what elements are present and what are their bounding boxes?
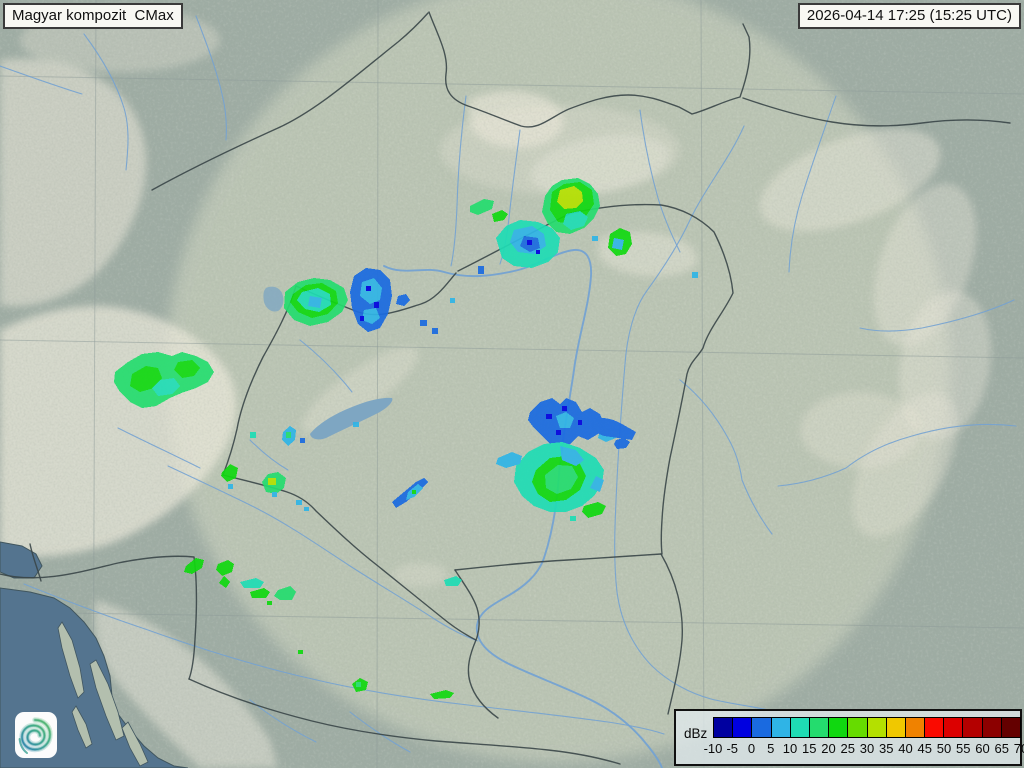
legend-cell xyxy=(770,717,791,738)
legend-cell xyxy=(1000,717,1021,738)
legend-tick: 15 xyxy=(802,741,817,756)
legend-cell xyxy=(885,717,906,738)
river-drava xyxy=(167,465,479,642)
legend-tick: 60 xyxy=(975,741,990,756)
timestamp-label: 2026-04-14 17:25 (15:25 UTC) xyxy=(797,3,1021,29)
legend-tick: -5 xyxy=(726,741,739,756)
legend-cell xyxy=(866,717,887,738)
river-tisza xyxy=(614,125,769,711)
legend-tick: 55 xyxy=(956,741,971,756)
legend-cell xyxy=(981,717,1002,738)
legend-tick: 0 xyxy=(747,741,756,756)
legend-cell xyxy=(789,717,810,738)
legend-tick: -10 xyxy=(703,741,723,756)
legend-cell xyxy=(847,717,868,738)
spiral-icon xyxy=(18,717,53,754)
legend-cell xyxy=(751,717,772,738)
legend-cell xyxy=(943,717,964,738)
legend-cell xyxy=(828,717,849,738)
legend-unit-label: dBz xyxy=(684,726,708,741)
hungaromet-logo xyxy=(15,712,57,758)
lakes xyxy=(263,286,393,440)
legend-color-cells xyxy=(713,717,1021,738)
legend-tick: 50 xyxy=(936,741,952,756)
legend-cell xyxy=(808,717,830,738)
legend-tick: 20 xyxy=(821,741,836,756)
legend-tick: 5 xyxy=(767,741,775,756)
legend-tick: 35 xyxy=(879,741,894,756)
legend-tick: 25 xyxy=(840,741,855,756)
legend-tick: 70 xyxy=(1013,741,1024,756)
legend-tick: 30 xyxy=(859,741,875,756)
legend-cell xyxy=(904,717,926,738)
legend-cell xyxy=(713,717,734,738)
legend-tick: 40 xyxy=(898,741,913,756)
legend-tick: 45 xyxy=(917,741,932,756)
legend-cell xyxy=(924,717,945,738)
lake-balaton xyxy=(310,397,393,440)
legend-tick-labels: -10-5 05 10 15 20 25 30 35 40 45 50 55 60 65 70 xyxy=(676,741,1024,761)
dbz-legend: dBz -10-5 05 10 15 20 25 30 35 40 45 50 55 60 65 70 xyxy=(674,709,1024,766)
legend-tick: 10 xyxy=(782,741,798,756)
radar-echoes xyxy=(114,178,698,699)
lake-neusiedl xyxy=(263,286,284,312)
legend-cell xyxy=(732,717,753,738)
product-label: Magyar kompozit CMax xyxy=(3,3,183,29)
legend-cell xyxy=(962,717,983,738)
legend-tick: 65 xyxy=(994,741,1009,756)
country-borders xyxy=(0,11,1011,765)
